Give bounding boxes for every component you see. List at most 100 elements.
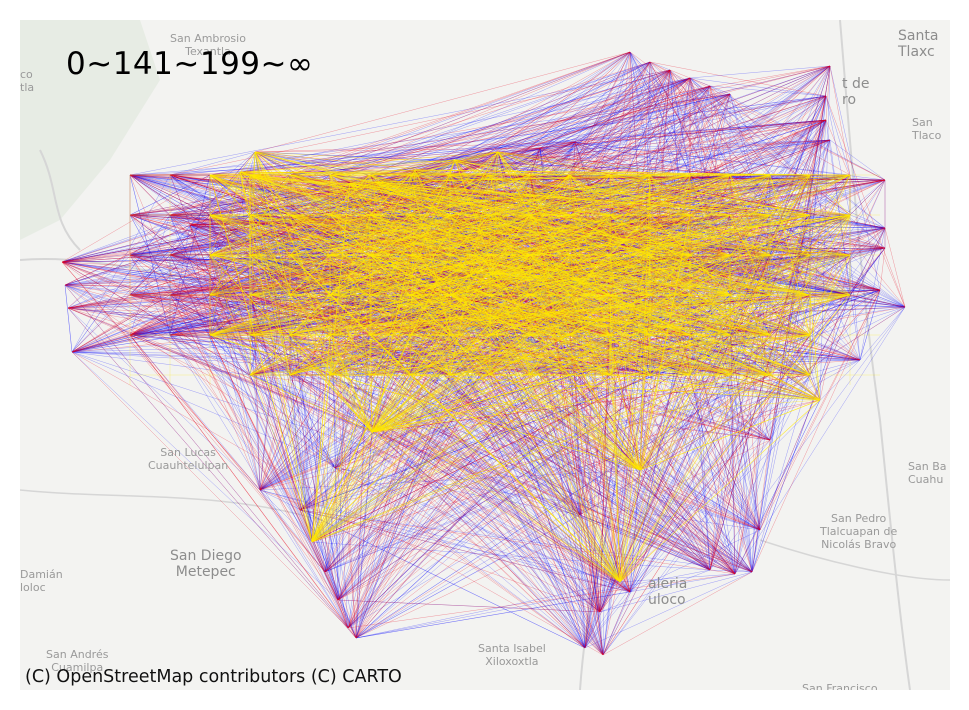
flow-edge	[769, 174, 886, 229]
flow-edge	[409, 334, 604, 656]
flow-edge	[209, 294, 261, 491]
flow-edge	[809, 95, 827, 256]
flow-edge	[355, 359, 861, 639]
flow-edge	[574, 141, 886, 181]
flow-edge	[259, 489, 326, 573]
flow-edge	[61, 261, 261, 491]
flow-edge	[169, 214, 261, 491]
flow-edge	[809, 334, 821, 401]
flow-edge	[729, 334, 761, 531]
flow-edge	[311, 374, 651, 543]
flow-edge	[849, 247, 886, 296]
flow-edge	[629, 359, 861, 593]
flow-edge	[689, 174, 811, 376]
flow-edge	[259, 254, 411, 491]
flow-edge	[849, 227, 886, 256]
flow-edge	[337, 294, 731, 601]
flow-edge	[249, 254, 339, 601]
flow-edge	[129, 151, 256, 296]
flow-edge	[751, 439, 771, 573]
flow-edge	[355, 85, 711, 639]
flow-edge	[454, 159, 691, 216]
flow-edge	[809, 294, 851, 336]
flow-edge	[71, 334, 251, 353]
flow-edge	[259, 489, 601, 613]
flow-edge	[449, 95, 827, 176]
flow-edge	[649, 254, 881, 291]
flow-edge	[249, 334, 339, 601]
flow-edge	[414, 85, 711, 171]
flow-edge	[129, 334, 261, 491]
flow-edge	[347, 227, 886, 629]
flow-edge	[289, 65, 831, 296]
flow-edge	[497, 151, 611, 376]
flow-edge	[249, 294, 349, 629]
flow-edge	[709, 85, 886, 229]
flow-edge	[329, 254, 581, 516]
flow-edge	[355, 581, 621, 639]
flow-edge	[334, 174, 811, 469]
flow-edge	[729, 254, 851, 296]
flow-edge	[369, 139, 831, 176]
flow-edge	[67, 307, 357, 639]
flow-edge	[347, 374, 611, 629]
flow-edge	[64, 284, 371, 296]
flow-edge	[209, 334, 336, 469]
flow-edge	[67, 77, 691, 309]
flow-edge	[254, 151, 371, 176]
flow-edge	[649, 374, 761, 531]
flow-edge	[209, 294, 336, 469]
flow-edge	[249, 151, 256, 256]
flow-edge	[337, 599, 601, 613]
flow-edge	[129, 254, 326, 573]
flow-edge	[619, 289, 881, 583]
flow-edge	[299, 509, 753, 573]
flow-edge	[599, 569, 711, 613]
basemap-layer	[20, 20, 950, 690]
flow-edge	[709, 85, 827, 97]
flow-edge	[254, 151, 611, 216]
flow-edge	[689, 77, 886, 229]
flow-edge	[129, 254, 251, 296]
flow-edge	[369, 69, 671, 176]
flow-edge	[324, 571, 339, 601]
flow-edge	[751, 294, 851, 573]
flow-edge	[209, 214, 261, 491]
flow-edge	[374, 181, 731, 216]
flow-edge	[584, 214, 691, 649]
flow-edge	[299, 509, 711, 571]
flow-edge	[71, 294, 171, 353]
flow-edge	[369, 151, 499, 296]
flow-edge	[709, 374, 731, 571]
flow-edge	[709, 85, 771, 176]
flow-edge	[602, 571, 753, 656]
flow-edge	[649, 254, 906, 308]
flow-edge	[209, 181, 376, 216]
flow-edge	[249, 374, 301, 511]
flow-edge	[67, 307, 581, 516]
flow-edge	[299, 509, 621, 583]
flow-edge	[454, 159, 811, 336]
flow-edge	[129, 334, 357, 639]
road	[579, 519, 611, 690]
flow-edge	[329, 61, 651, 176]
flow-edge	[879, 247, 886, 291]
network-map[interactable]: San Ambrosio Texantla Santa Tlaxc t de r…	[20, 20, 950, 690]
flow-edge	[751, 294, 851, 573]
flow-edge	[169, 93, 731, 176]
flow-edge	[414, 119, 827, 171]
flow-edge	[249, 334, 621, 583]
flow-edge	[529, 374, 601, 613]
flow-edge	[669, 69, 691, 176]
flow-edge	[67, 307, 357, 639]
flow-edge	[569, 334, 601, 613]
flow-edge	[169, 294, 349, 629]
flow-edge	[209, 334, 251, 376]
flow-edge	[759, 294, 811, 531]
flow-edge	[629, 529, 761, 593]
flow-edge	[129, 174, 251, 216]
flow-edge	[209, 334, 601, 613]
flow-edge	[489, 374, 621, 583]
flow-edge	[769, 334, 811, 376]
flow-edge	[734, 399, 821, 575]
